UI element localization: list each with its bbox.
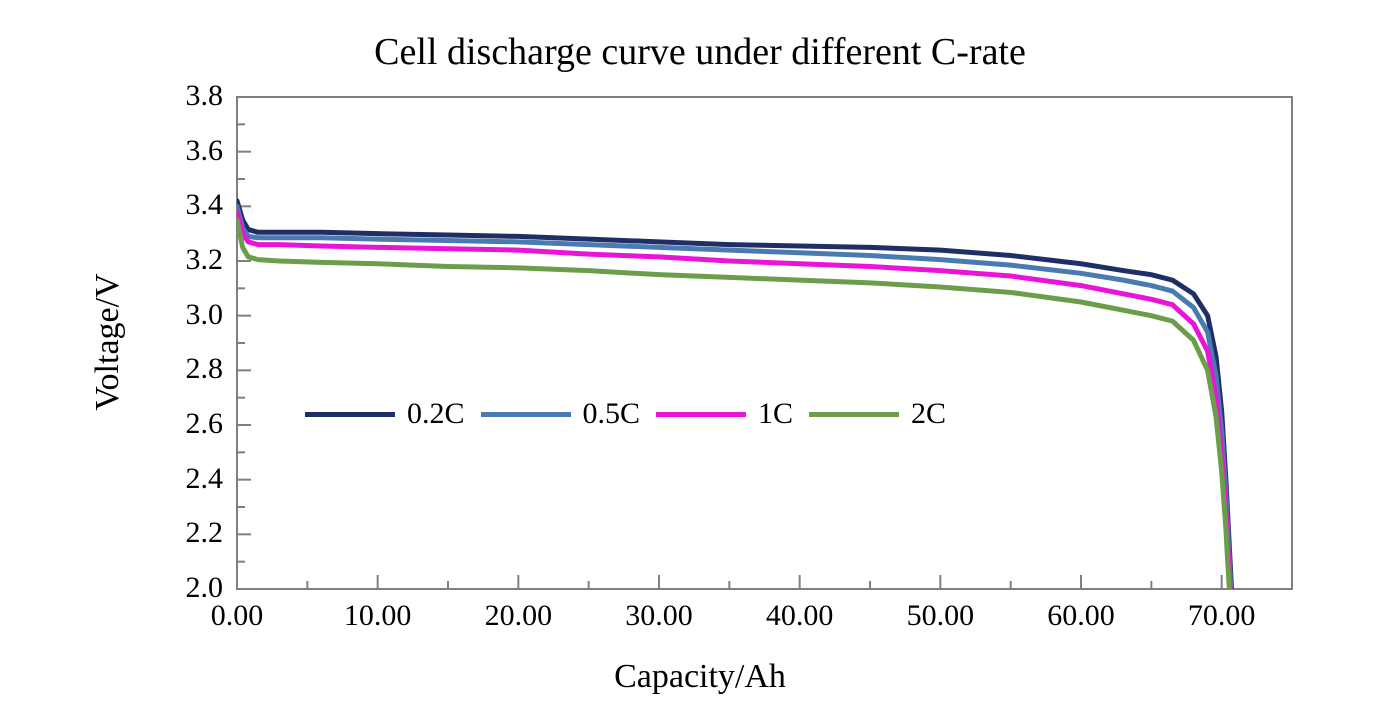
x-tick-label: 20.00: [468, 599, 568, 633]
y-tick-label: 2.0: [186, 571, 224, 605]
y-tick-label: 3.4: [186, 188, 224, 222]
y-tick-label: 2.6: [186, 407, 224, 441]
legend-line: [305, 412, 395, 417]
y-tick-label: 3.6: [186, 134, 224, 168]
y-tick-label: 2.4: [186, 462, 224, 496]
y-tick-label: 3.0: [186, 298, 224, 332]
y-tick-label: 3.2: [186, 243, 224, 277]
legend-line: [656, 412, 746, 417]
x-tick-label: 30.00: [609, 599, 709, 633]
legend-item: 2C: [809, 397, 946, 431]
legend-line: [481, 412, 571, 417]
legend-item: 0.2C: [305, 397, 465, 431]
x-tick-label: 70.00: [1172, 599, 1272, 633]
legend-label: 0.5C: [583, 397, 641, 431]
y-tick-label: 3.8: [186, 79, 224, 113]
x-tick-label: 60.00: [1031, 599, 1131, 633]
x-tick-label: 50.00: [890, 599, 990, 633]
legend-line: [809, 412, 899, 417]
x-tick-label: 10.00: [328, 599, 428, 633]
legend-item: 1C: [656, 397, 793, 431]
legend-label: 0.2C: [407, 397, 465, 431]
discharge-curve-chart: Cell discharge curve under different C-r…: [0, 0, 1400, 721]
legend: 0.2C 0.5C 1C 2C: [305, 397, 946, 431]
y-tick-label: 2.8: [186, 352, 224, 386]
legend-label: 1C: [758, 397, 793, 431]
legend-label: 2C: [911, 397, 946, 431]
y-tick-label: 2.2: [186, 516, 224, 550]
legend-item: 0.5C: [481, 397, 641, 431]
x-tick-label: 40.00: [750, 599, 850, 633]
